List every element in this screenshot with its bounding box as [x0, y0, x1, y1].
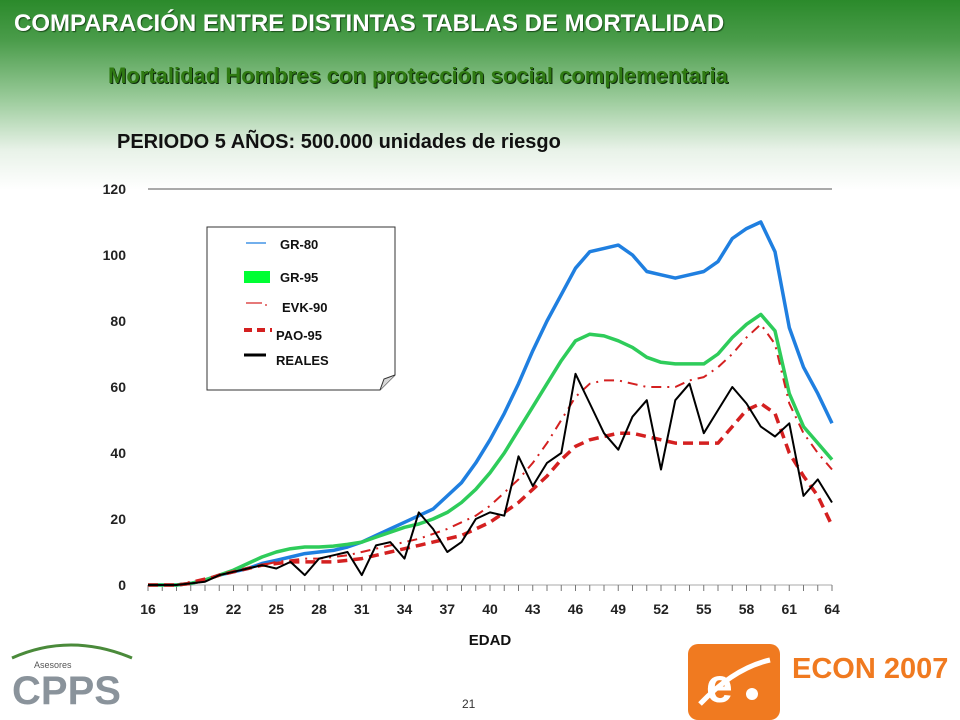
legend: GR-80 GR-95 EVK-90 PAO-95 REALES [206, 226, 396, 391]
x-axis-label: EDAD [469, 632, 512, 649]
x-tick-label: 55 [696, 601, 712, 617]
legend-swatch-gr95 [244, 271, 270, 283]
y-tick-label: 40 [110, 445, 126, 461]
econ-logo-badge [688, 644, 780, 720]
y-tick-label: 20 [110, 511, 126, 527]
y-axis-ticks: 0 20 40 60 80 100 120 [103, 181, 127, 593]
chart-subtitle: Mortalidad Hombres con protección social… [108, 63, 728, 88]
econ-title: ECON 2007 [792, 653, 948, 685]
legend-label-gr95: GR-95 [280, 270, 318, 285]
legend-label-evk90: EVK-90 [282, 300, 328, 315]
series-line-reales [148, 372, 833, 586]
x-tick-label: 34 [397, 601, 413, 617]
legend-label-pao95: PAO-95 [276, 328, 322, 343]
main-title: COMPARACIÓN ENTRE DISTINTAS TABLAS DE MO… [14, 10, 725, 37]
x-tick-label: 61 [781, 601, 797, 617]
legend-label-reales: REALES [276, 353, 329, 368]
y-tick-label: 100 [103, 247, 127, 263]
period-label: PERIODO 5 AÑOS: 500.000 unidades de ries… [117, 131, 561, 153]
x-tick-label: 52 [653, 601, 669, 617]
x-axis-ticks: 16 19 22 25 28 31 34 37 40 43 46 49 52 55 58 61 64 [140, 585, 840, 617]
x-tick-label: 46 [568, 601, 584, 617]
y-tick-label: 120 [103, 181, 127, 197]
legend-label-gr80: GR-80 [280, 237, 318, 252]
econ-logo-swoosh-icon [698, 657, 771, 706]
series-line-pao-95 [148, 401, 834, 587]
page-number: 21 [462, 697, 476, 711]
x-tick-label: 64 [824, 601, 840, 617]
x-tick-label: 40 [482, 601, 498, 617]
x-tick-label: 25 [268, 601, 284, 617]
x-tick-label: 19 [183, 601, 199, 617]
y-tick-label: 0 [118, 577, 126, 593]
x-tick-label: 16 [140, 601, 156, 617]
econ-logo: e ECON 2007 [688, 644, 948, 720]
series-line-gr-95 [148, 312, 834, 587]
x-tick-label: 31 [354, 601, 370, 617]
x-tick-label: 22 [226, 601, 242, 617]
x-tick-label: 58 [739, 601, 755, 617]
cpps-small-text: Asesores [34, 660, 72, 670]
x-tick-label: 49 [610, 601, 626, 617]
legend-fold [379, 374, 396, 391]
cpps-logo-text: CPPS [12, 669, 121, 710]
x-tick-label: 43 [525, 601, 541, 617]
y-tick-label: 80 [110, 313, 126, 329]
econ-logo-dot-icon [746, 688, 758, 700]
x-tick-label: 28 [311, 601, 327, 617]
y-tick-label: 60 [110, 379, 126, 395]
x-tick-label: 37 [439, 601, 455, 617]
econ-logo-letter: e [706, 660, 733, 713]
series-layer [148, 220, 834, 587]
cpps-logo-arc [11, 643, 133, 660]
cpps-logo: Asesores CPPS [11, 643, 133, 710]
